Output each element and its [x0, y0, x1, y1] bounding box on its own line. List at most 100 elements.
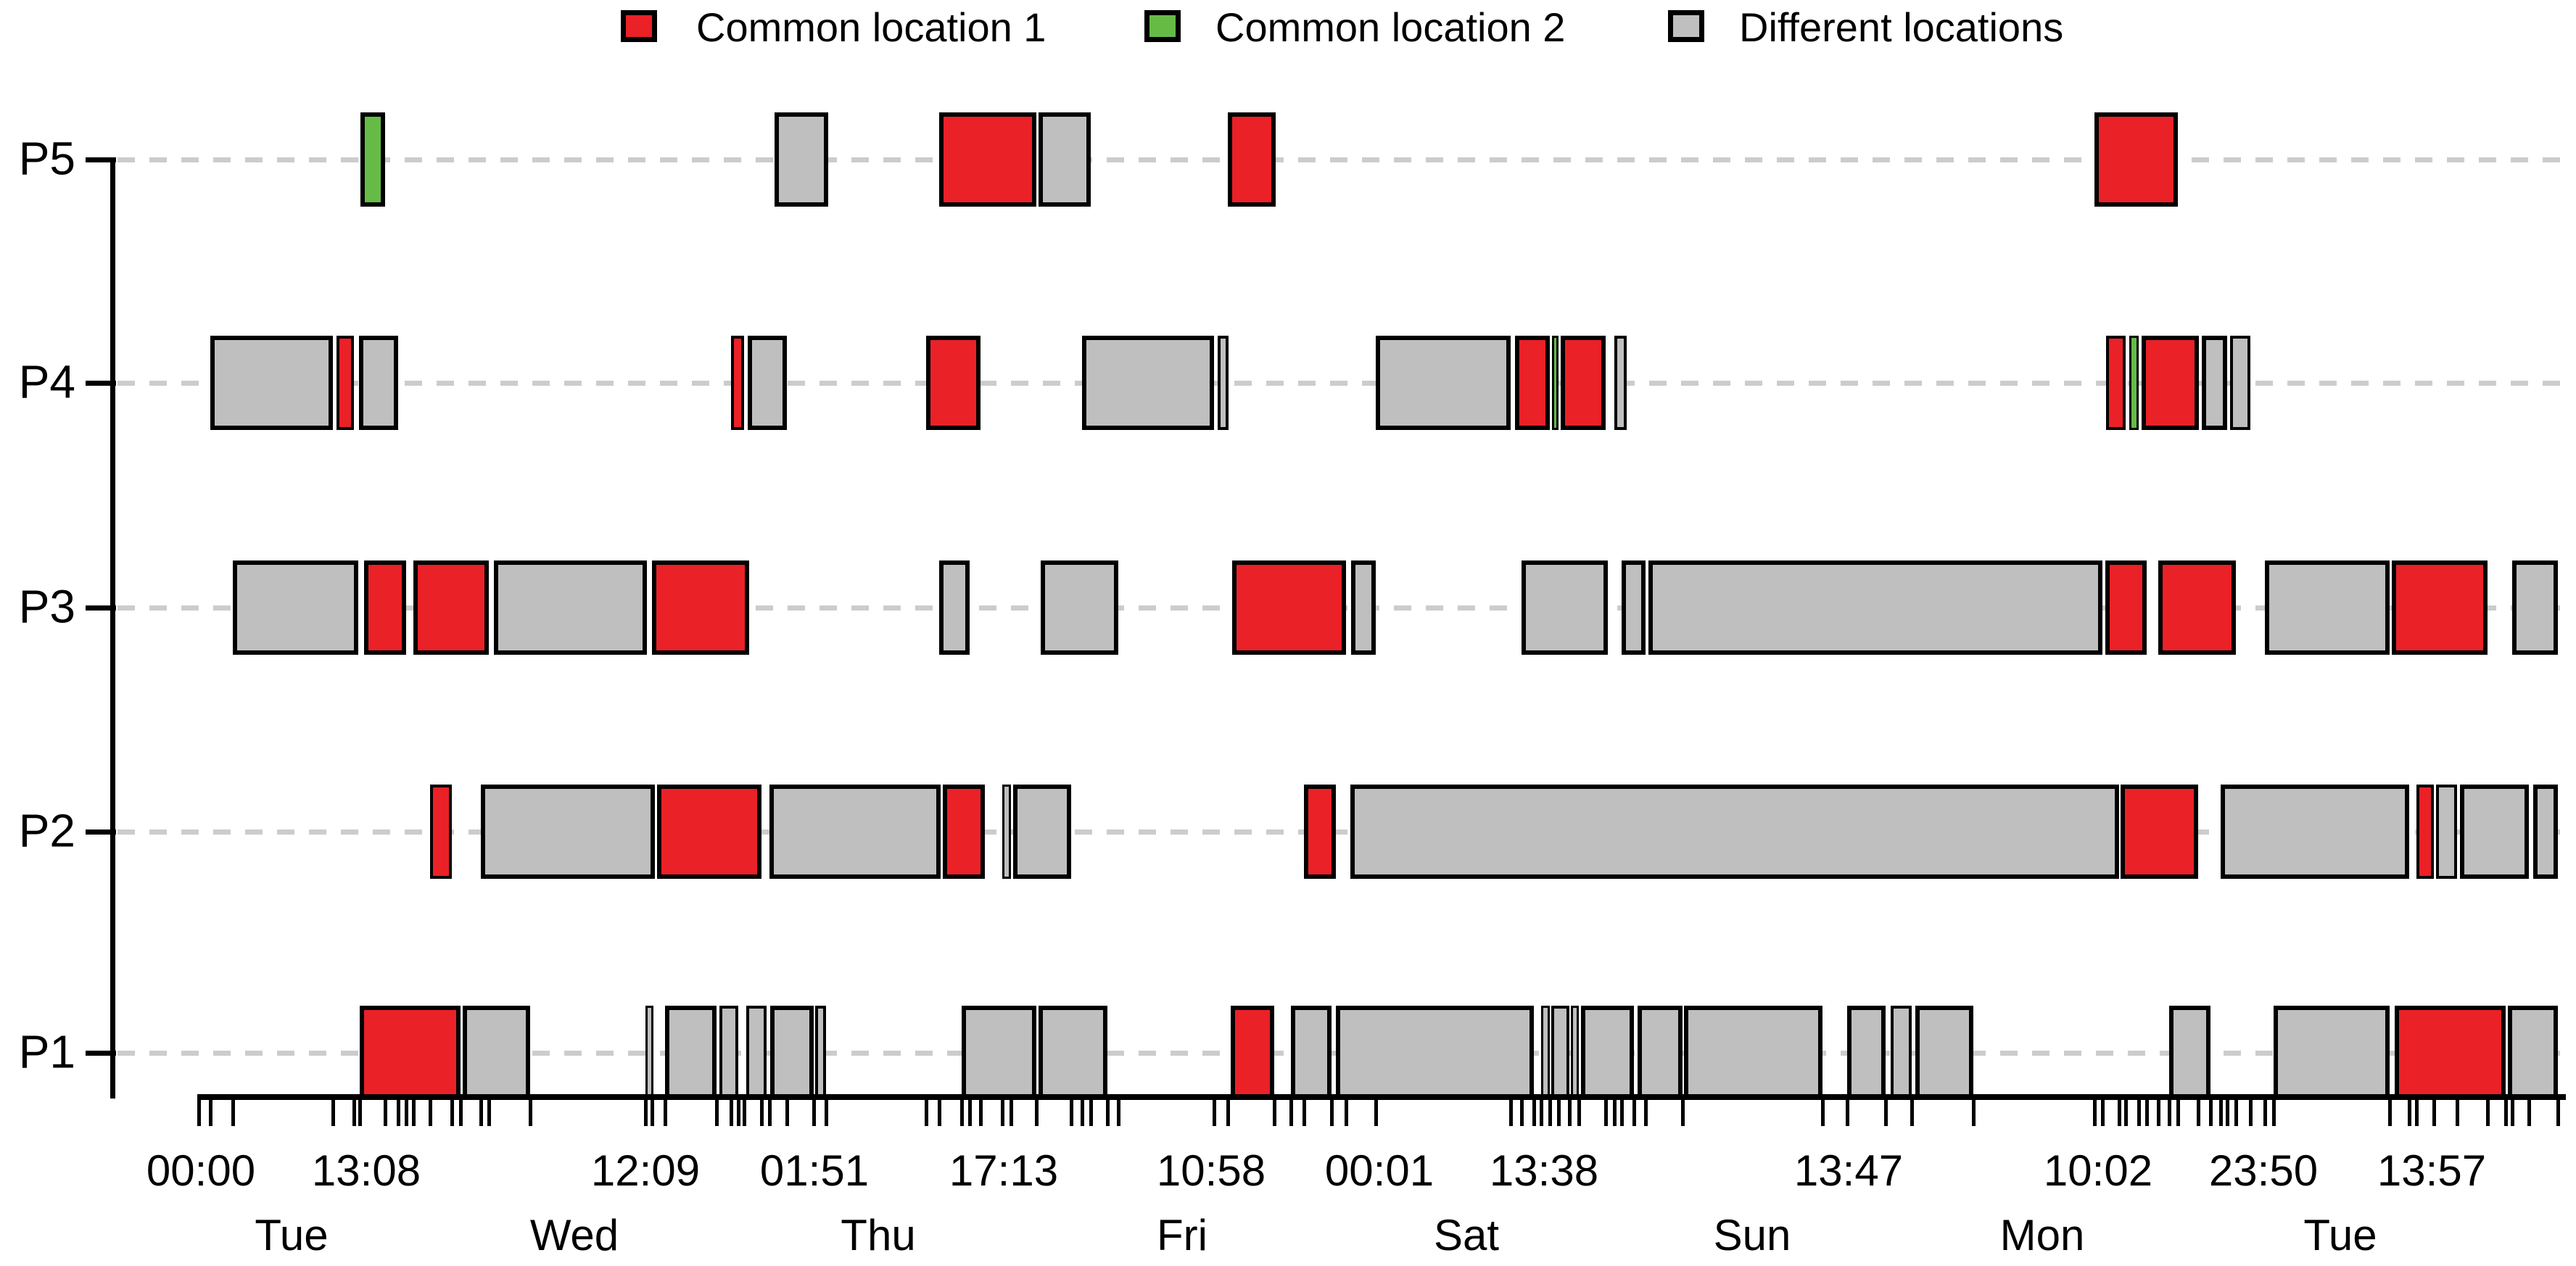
axis-tick — [938, 1100, 941, 1126]
timeline-segment — [337, 336, 354, 430]
timeline-segment — [2121, 785, 2198, 879]
row-gridline — [117, 381, 2573, 386]
axis-tick — [2176, 1100, 2180, 1126]
row-tick — [86, 157, 116, 162]
time-axis-label: 23:50 — [2208, 1146, 2319, 1195]
axis-tick — [358, 1100, 362, 1126]
axis-tick — [1846, 1100, 1849, 1126]
row-label-p5: P5 — [18, 132, 75, 185]
axis-tick — [979, 1100, 983, 1126]
axis-tick — [1035, 1100, 1039, 1126]
axis-tick — [1345, 1100, 1348, 1126]
time-axis-label: 13:47 — [1793, 1146, 1904, 1195]
timeline-segment — [748, 336, 787, 430]
timeline-segment — [2533, 785, 2558, 879]
timeline-segment — [1336, 1006, 1534, 1100]
row-gridline — [117, 829, 2573, 835]
axis-tick — [2209, 1100, 2213, 1126]
axis-tick — [1001, 1100, 1004, 1126]
axis-tick — [2093, 1100, 2097, 1126]
day-axis-label: Tue — [255, 1211, 329, 1259]
axis-tick — [197, 1100, 201, 1126]
time-axis-label: 17:13 — [949, 1146, 1059, 1195]
timeline-segment — [1541, 1006, 1550, 1100]
axis-tick — [1070, 1100, 1073, 1126]
timeline-segment — [233, 560, 358, 655]
axis-tick — [1557, 1100, 1561, 1126]
timeline-segment — [359, 336, 398, 430]
timeline-segment — [769, 785, 941, 879]
axis-tick — [2511, 1100, 2514, 1126]
row-label-p3: P3 — [18, 580, 75, 633]
axis-tick — [2408, 1100, 2411, 1126]
axis-tick — [397, 1100, 400, 1126]
axis-tick — [2118, 1100, 2121, 1126]
timeline-segment — [1614, 336, 1627, 430]
legend-label: Different locations — [1739, 4, 2064, 50]
axis-tick — [664, 1100, 667, 1126]
common-location-2-swatch-icon — [1144, 10, 1181, 42]
axis-tick — [1089, 1100, 1093, 1126]
timeline-segment — [463, 1006, 530, 1100]
time-axis-label: 01:51 — [759, 1146, 870, 1195]
axis-tick — [479, 1100, 483, 1126]
timeline-segment — [2105, 560, 2147, 655]
axis-tick — [384, 1100, 387, 1126]
different-locations-swatch-icon — [1668, 10, 1704, 42]
timeline-segment — [1232, 560, 1346, 655]
legend: Common location 1 Common location 2 Diff… — [0, 0, 2576, 65]
timeline-segment — [2395, 1006, 2506, 1100]
axis-tick — [1644, 1100, 1648, 1126]
timeline-segment — [926, 336, 981, 430]
timeline-segment — [1350, 785, 2119, 879]
axis-tick — [1081, 1100, 1084, 1126]
axis-tick — [743, 1100, 746, 1126]
axis-tick — [1509, 1100, 1513, 1126]
axis-tick — [2124, 1100, 2128, 1126]
timeline-segment — [939, 112, 1036, 207]
axis-tick — [2263, 1100, 2267, 1126]
axis-tick — [1632, 1100, 1636, 1126]
row-label-p1: P1 — [18, 1025, 75, 1078]
row-gridline — [117, 157, 2573, 162]
axis-tick — [459, 1100, 463, 1126]
axis-tick — [785, 1100, 789, 1126]
axis-tick — [1106, 1100, 1110, 1126]
timeline-segment — [2392, 560, 2488, 655]
axis-tick — [1910, 1100, 1914, 1126]
timeline-segment — [645, 1006, 653, 1100]
timeline-segment — [1218, 336, 1229, 430]
timeline-segment — [2436, 785, 2457, 879]
axis-tick — [2168, 1100, 2171, 1126]
row-label-p4: P4 — [18, 355, 75, 408]
axis-tick — [2197, 1100, 2200, 1126]
axis-tick — [2504, 1100, 2508, 1126]
row-tick — [86, 829, 116, 835]
timeline-segment — [2416, 785, 2434, 879]
axis-tick — [1577, 1100, 1581, 1126]
timeline-segment — [652, 560, 749, 655]
axis-tick — [715, 1100, 719, 1126]
axis-tick — [737, 1100, 740, 1126]
row-tick — [86, 381, 116, 386]
axis-tick — [1289, 1100, 1293, 1126]
row-label-p2: P2 — [18, 804, 75, 857]
axis-tick — [2234, 1100, 2238, 1126]
time-axis-label: 13:08 — [311, 1146, 421, 1195]
timeline-segment — [943, 785, 985, 879]
time-axis-label: 13:57 — [2377, 1146, 2487, 1195]
common-location-1-swatch-icon — [621, 10, 657, 42]
timeline-segment — [2169, 1006, 2210, 1100]
axis-tick — [760, 1100, 764, 1126]
timeline-segment — [2265, 560, 2390, 655]
timeline-segment — [360, 1006, 461, 1100]
row-tick — [86, 1051, 116, 1056]
axis-tick — [1620, 1100, 1624, 1126]
timeline-segment — [1013, 785, 1071, 879]
timeline-segment — [2512, 560, 2558, 655]
axis-tick — [1213, 1100, 1216, 1126]
axis-tick — [1226, 1100, 1230, 1126]
timeline-segment — [2460, 785, 2529, 879]
legend-label: Common location 1 — [696, 4, 1046, 50]
